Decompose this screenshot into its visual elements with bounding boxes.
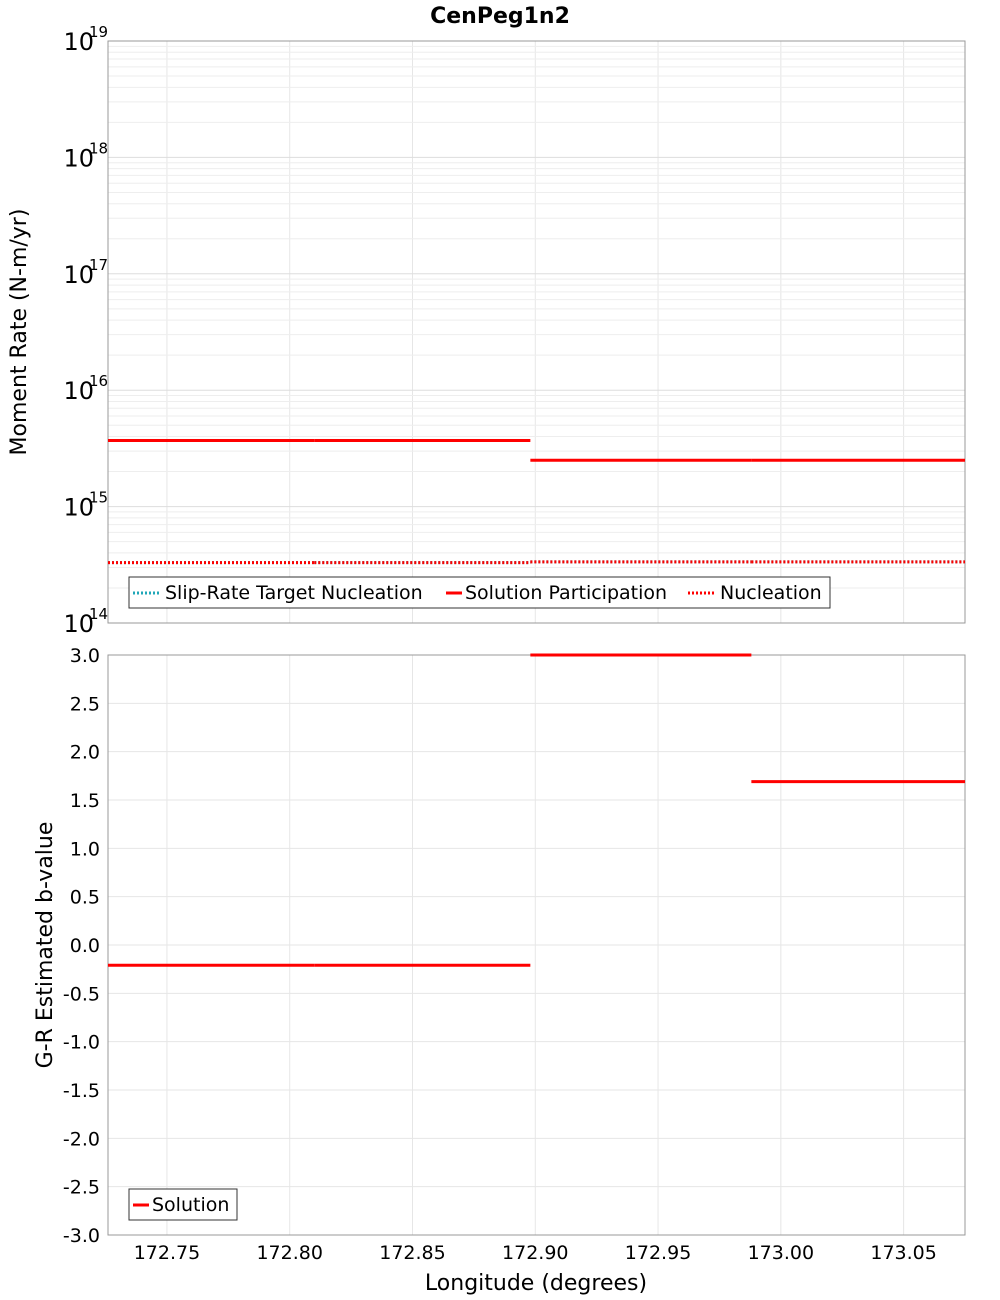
top-legend: Slip-Rate Target Nucleation Solution Par… [128, 576, 831, 609]
bottom-plot-grid [108, 654, 965, 1236]
x-tick-label: 173.00 [748, 1242, 814, 1264]
bottom-y-axis-label: G-R Estimated b-value [33, 822, 58, 1069]
tick-base: 10 [63, 144, 94, 172]
x-tick-label: 172.75 [134, 1242, 200, 1264]
bottom-legend: Solution [128, 1188, 238, 1221]
tick-exponent: 18 [89, 139, 108, 157]
bottom-y-tick-labels: 3.0 2.5 2.0 1.5 1.0 0.5 0.0 -0.5 -1.0 -1.5 -2.0 -2.… [63, 645, 100, 1247]
top-plot-frame [107, 40, 966, 624]
bottom-y-tick-label: 3.0 [70, 645, 100, 667]
top-plot-series [108, 438, 965, 565]
bottom-y-tick-label: 1.5 [70, 790, 100, 812]
bottom-y-tick-label: -3.0 [63, 1225, 100, 1247]
bottom-y-tick-label: 0.5 [70, 887, 100, 909]
x-tick-labels: 172.75 172.80 172.85 172.90 172.95 173.00 173.… [134, 1242, 937, 1264]
tick-base: 10 [63, 610, 94, 638]
tick-base: 10 [63, 261, 94, 289]
tick-exponent: 19 [89, 23, 108, 41]
bottom-y-tick-label: -0.5 [63, 983, 100, 1005]
legend-label-solution: Solution [152, 1194, 229, 1216]
bottom-y-tick-label: -2.5 [63, 1177, 100, 1199]
x-tick-label: 172.85 [379, 1242, 445, 1264]
bottom-y-tick-label: 0.0 [70, 935, 100, 957]
bottom-y-tick-label: 1.0 [70, 838, 100, 860]
legend-label-slip-rate-target-nucleation: Slip-Rate Target Nucleation [165, 582, 423, 604]
x-tick-label: 173.05 [870, 1242, 936, 1264]
top-plot-grid [108, 41, 965, 624]
tick-exponent: 17 [89, 256, 108, 274]
x-tick-label: 172.80 [256, 1242, 322, 1264]
legend-label-solution-participation: Solution Participation [465, 582, 667, 604]
legend-label-nucleation: Nucleation [720, 582, 822, 604]
x-tick-label: 172.95 [625, 1242, 691, 1264]
x-axis-label: Longitude (degrees) [425, 1271, 647, 1296]
bottom-y-tick-label: 2.5 [70, 693, 100, 715]
bottom-y-tick-label: -2.0 [63, 1128, 100, 1150]
tick-exponent: 14 [89, 605, 108, 623]
bottom-plot-series [108, 653, 965, 967]
top-y-axis-label: Moment Rate (N-m/yr) [7, 209, 32, 456]
x-tick-label: 172.90 [502, 1242, 568, 1264]
chart-title: CenPeg1n2 [430, 4, 570, 29]
bottom-y-tick-label: 2.0 [70, 742, 100, 764]
tick-base: 10 [63, 494, 94, 522]
bottom-y-tick-label: -1.0 [63, 1032, 100, 1054]
tick-exponent: 15 [89, 489, 108, 507]
bottom-y-tick-label: -1.5 [63, 1080, 100, 1102]
tick-base: 10 [63, 377, 94, 405]
tick-base: 10 [63, 28, 94, 56]
tick-exponent: 16 [89, 372, 108, 390]
